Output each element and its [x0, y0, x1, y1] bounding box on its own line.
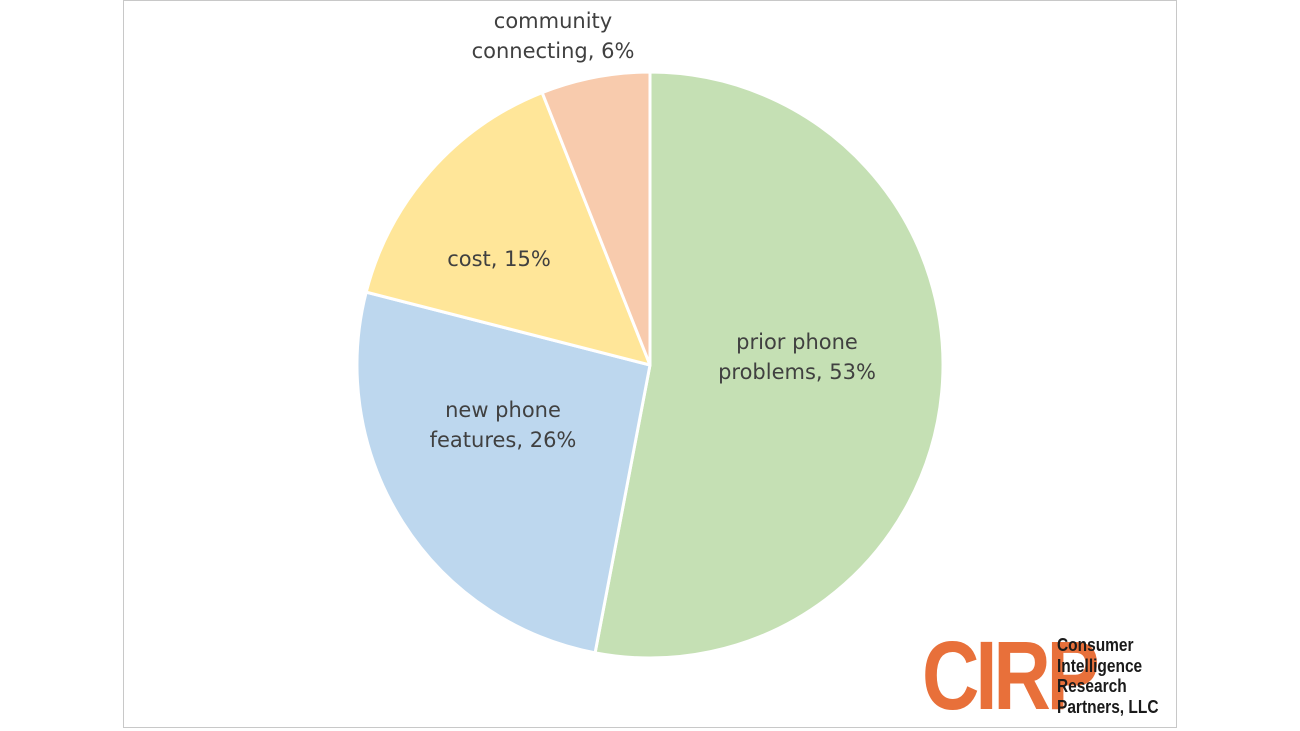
logo-company-name: Consumer Intelligence Research Partners,… — [1057, 635, 1159, 717]
slice-label-line: community — [494, 9, 612, 33]
pie-slices — [355, 70, 945, 660]
slice-label-line: cost, 15% — [447, 247, 551, 271]
logo-name-line-1: Consumer — [1057, 635, 1134, 655]
slice-label-line: new phone — [445, 398, 561, 422]
slice-label-new-phone-features: new phone features, 26% — [430, 398, 577, 452]
slice-label-line: prior phone — [736, 330, 858, 354]
logo-name-line-3: Research — [1057, 676, 1127, 696]
slice-label-community-connecting: community connecting, 6% — [472, 9, 635, 63]
pie-slice-cost — [364, 91, 652, 367]
pie-slice-prior-phone-problems — [593, 70, 945, 660]
logo-name-line-2: Intelligence — [1057, 655, 1143, 676]
pie-slice-community-connecting — [540, 70, 652, 367]
logo-name-line-4: Partners, LLC — [1057, 696, 1159, 717]
pie-labels: prior phone problems, 53% new phone feature… — [430, 9, 876, 452]
cirp-logo: CIRP Consumer Intelligence Research Part… — [922, 621, 1167, 730]
slice-label-line: features, 26% — [430, 428, 577, 452]
pie-slice-new-phone-features — [355, 290, 652, 655]
logo-mark: CIRP — [922, 621, 1100, 730]
slice-label-line: problems, 53% — [718, 360, 876, 384]
slice-label-line: connecting, 6% — [472, 39, 635, 63]
slice-label-prior-phone-problems: prior phone problems, 53% — [718, 330, 876, 384]
slice-label-cost: cost, 15% — [447, 247, 551, 271]
